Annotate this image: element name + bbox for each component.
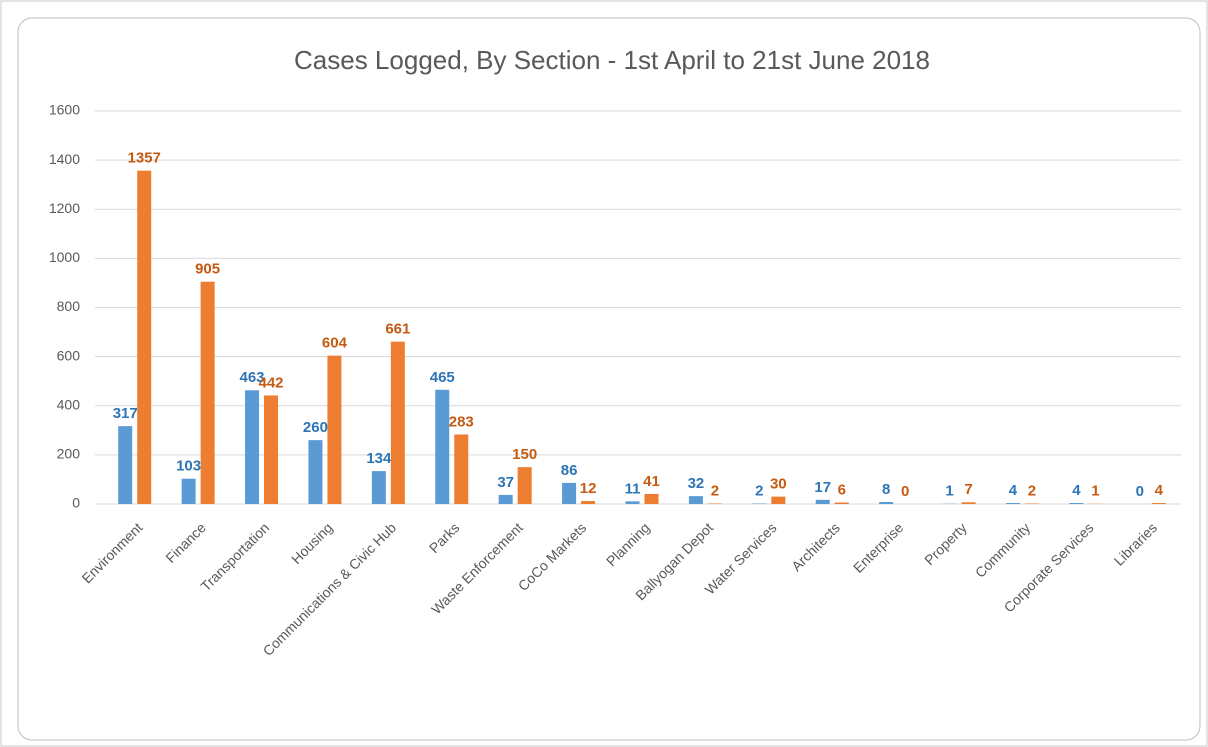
data-label: 8 <box>882 481 890 498</box>
y-tick-label: 200 <box>57 446 81 462</box>
data-label: 6 <box>838 481 846 498</box>
y-tick-label: 800 <box>57 298 81 314</box>
data-label: 260 <box>303 419 328 436</box>
data-label: 30 <box>770 476 787 493</box>
data-label: 12 <box>580 480 597 497</box>
data-label: 7 <box>964 481 972 498</box>
data-label: 465 <box>430 369 455 386</box>
data-label: 11 <box>625 480 641 497</box>
bar <box>327 355 342 504</box>
bar <box>1151 503 1166 504</box>
bar <box>498 494 513 504</box>
bar <box>118 426 133 504</box>
data-label: 41 <box>643 473 660 490</box>
data-label: 37 <box>497 474 514 491</box>
data-label: 2 <box>711 482 719 499</box>
bar <box>1005 503 1020 504</box>
data-label: 134 <box>366 450 392 467</box>
data-label: 442 <box>259 374 284 391</box>
bar <box>371 471 386 504</box>
bar <box>879 502 894 504</box>
bar <box>517 467 532 504</box>
bar <box>245 390 260 504</box>
data-label: 0 <box>901 483 909 500</box>
y-tick-label: 0 <box>72 495 80 511</box>
bar <box>181 478 196 504</box>
data-label: 17 <box>814 479 831 496</box>
bar <box>961 502 976 504</box>
bar <box>644 493 659 504</box>
bar <box>625 501 640 504</box>
y-tick-label: 1600 <box>49 102 80 118</box>
bar <box>771 496 786 504</box>
bar <box>834 502 849 504</box>
bar <box>1069 503 1084 504</box>
y-tick-label: 400 <box>57 396 81 412</box>
bar <box>200 281 215 504</box>
data-label: 4 <box>1009 482 1018 499</box>
data-label: 0 <box>1136 483 1144 500</box>
data-label: 1 <box>1091 483 1099 500</box>
bar <box>581 501 596 504</box>
data-label: 4 <box>1072 482 1081 499</box>
bar <box>815 499 830 504</box>
data-label: 86 <box>561 462 578 479</box>
bar <box>454 434 469 504</box>
data-label: 317 <box>113 405 138 422</box>
data-label: 2 <box>1028 482 1036 499</box>
bar <box>562 482 577 504</box>
bar <box>435 389 450 504</box>
data-label: 32 <box>688 475 705 492</box>
bar <box>137 170 152 504</box>
chart-title: Cases Logged, By Section - 1st April to … <box>294 45 930 75</box>
data-label: 283 <box>449 413 474 430</box>
chart-area <box>17 17 1201 741</box>
data-label: 103 <box>176 458 201 475</box>
data-label: 4 <box>1155 482 1164 499</box>
data-label: 2 <box>755 482 763 499</box>
bar <box>390 341 405 504</box>
y-tick-label: 1200 <box>49 200 80 216</box>
y-tick-label: 600 <box>57 347 81 363</box>
data-label: 661 <box>385 321 410 338</box>
data-label: 905 <box>195 261 220 278</box>
bar <box>264 395 279 504</box>
data-label: 150 <box>512 446 537 463</box>
y-tick-label: 1400 <box>49 151 80 167</box>
data-label: 604 <box>322 335 348 352</box>
y-tick-label: 1000 <box>49 249 80 265</box>
data-label: 463 <box>240 369 265 386</box>
data-label: 1357 <box>128 150 161 167</box>
bar <box>688 496 703 504</box>
bar <box>308 440 323 504</box>
data-label: 1 <box>945 483 953 500</box>
